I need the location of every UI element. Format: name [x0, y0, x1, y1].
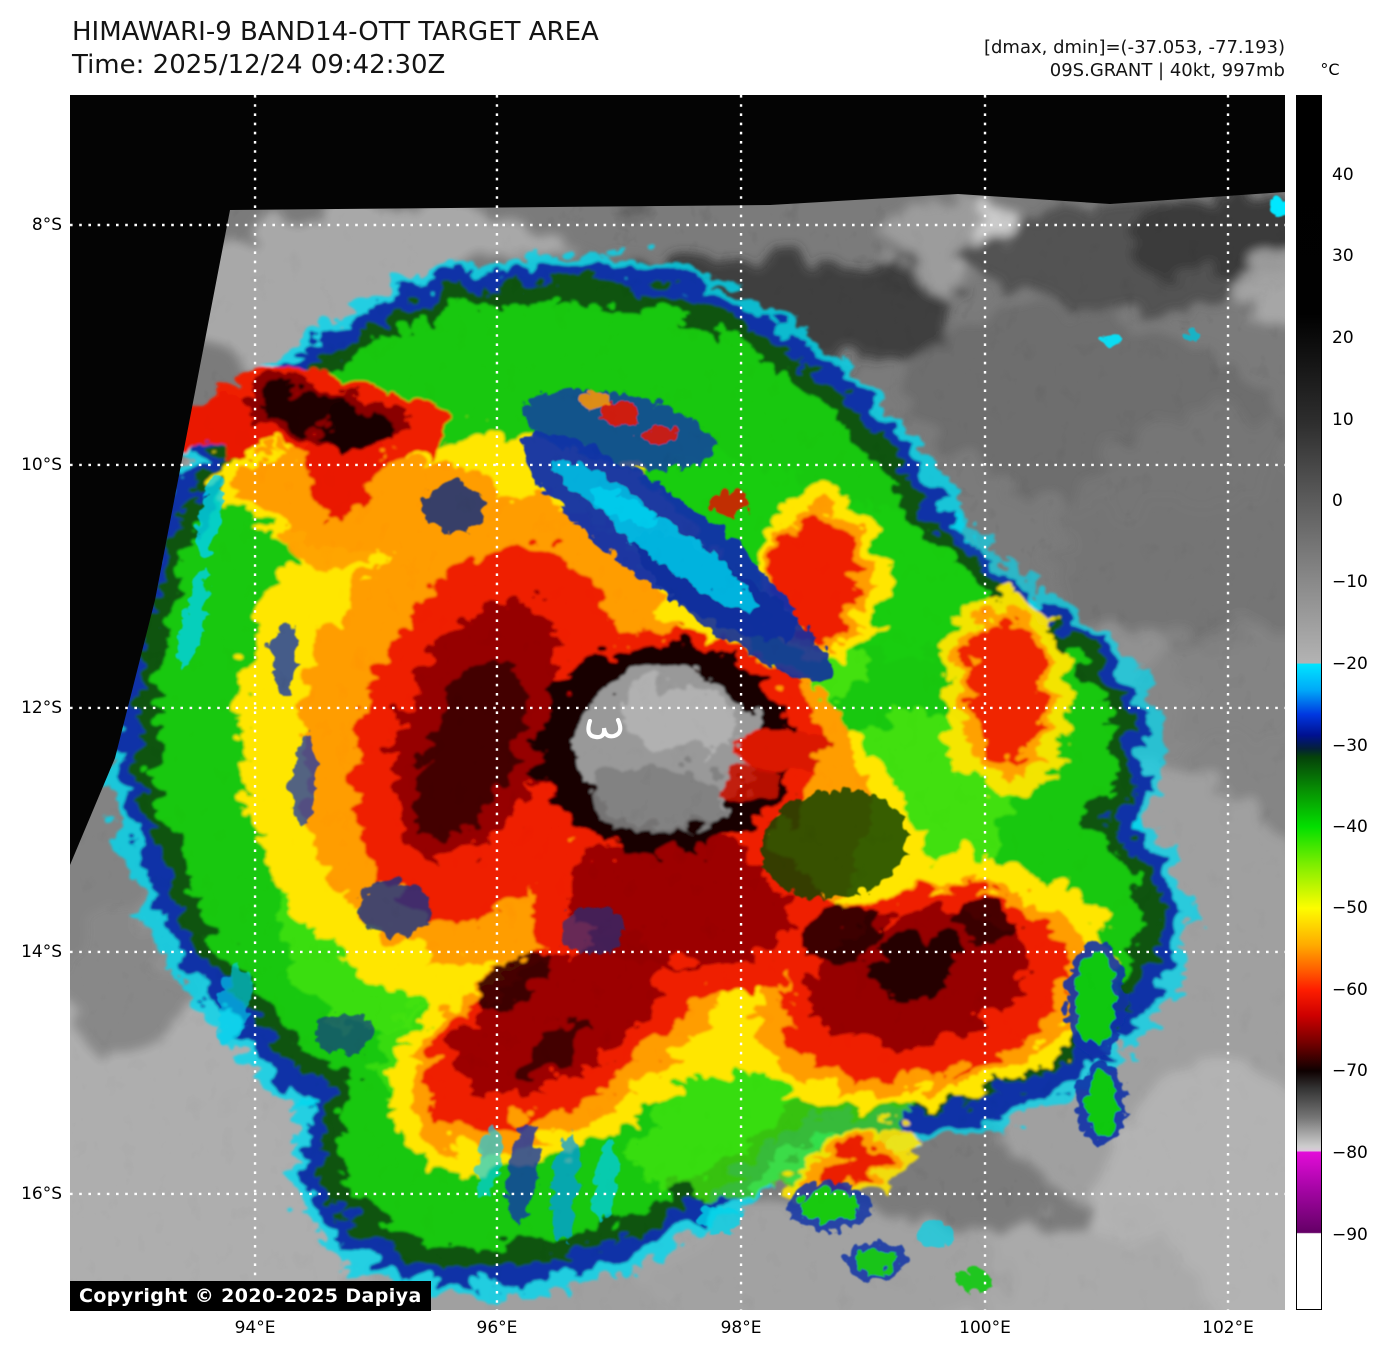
lat-tick-label: 14°S [21, 941, 62, 962]
colorbar-tick-label: −80 [1332, 1143, 1368, 1164]
colorbar-tick-label: −40 [1332, 817, 1368, 838]
copyright-badge: Copyright © 2020-2025 Dapiya [70, 1281, 431, 1311]
colorbar-tick-label: −20 [1332, 653, 1368, 674]
colorbar-tick-label: −60 [1332, 979, 1368, 1000]
colorbar-tick-label: −70 [1332, 1061, 1368, 1082]
lon-tick-label: 98°E [720, 1318, 762, 1338]
lon-tick-label: 100°E [959, 1318, 1011, 1338]
storm-center-marker [586, 717, 623, 740]
latlon-gridlines [70, 95, 1285, 1310]
temperature-colorbar [1296, 95, 1322, 1310]
colorbar-tick-label: 0 [1332, 490, 1343, 511]
colorbar-tick-label: 20 [1332, 328, 1354, 348]
colorbar-tick-label: 40 [1332, 164, 1354, 185]
product-title: HIMAWARI-9 BAND14-OTT TARGET AREA [72, 17, 599, 47]
product-time: Time: 2025/12/24 09:42:30Z [72, 50, 446, 80]
satellite-map-svg [70, 95, 1285, 1310]
colorbar-tick-label: −90 [1332, 1224, 1368, 1245]
colorbar-tick-label: −30 [1332, 735, 1368, 756]
colorbar-unit-label: °C [1320, 60, 1340, 79]
dmax-dmin-readout: [dmax, dmin]=(-37.053, -77.193) [983, 37, 1285, 58]
lon-tick-label: 94°E [234, 1318, 276, 1338]
lat-tick-label: 10°S [21, 454, 62, 475]
satellite-data-swath [70, 192, 1285, 1310]
lat-tick-label: 12°S [21, 697, 62, 718]
lat-tick-label: 8°S [31, 215, 62, 235]
lon-tick-label: 102°E [1202, 1318, 1254, 1338]
lat-tick-label: 16°S [21, 1183, 62, 1204]
lon-tick-label: 96°E [476, 1318, 518, 1338]
storm-info: 09S.GRANT | 40kt, 997mb [1049, 60, 1285, 81]
colorbar-tick-label: 30 [1332, 246, 1354, 267]
colorbar-tick-label: 10 [1332, 409, 1354, 430]
header-right-info: [dmax, dmin]=(-37.053, -77.193) 09S.GRAN… [984, 36, 1285, 82]
fine-texture-noise [70, 192, 1285, 1310]
satellite-map-image [70, 95, 1285, 1310]
colorbar-tick-label: −50 [1332, 898, 1368, 919]
colorbar-tick-label: −10 [1332, 572, 1368, 593]
